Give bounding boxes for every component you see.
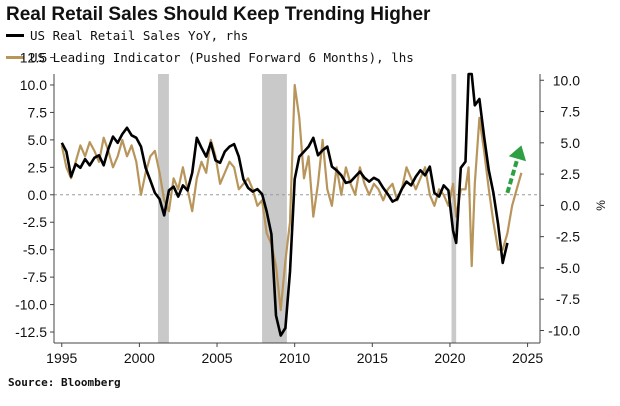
legend-label-leading: US Leading Indicator (Pushed Forward 6 M… bbox=[30, 50, 414, 65]
right-tick-label: 0.0 bbox=[561, 197, 581, 213]
left-tick-label: 10.0 bbox=[20, 77, 47, 93]
legend-label-retail: US Real Retail Sales YoY, rhs bbox=[30, 28, 249, 43]
x-tick-label: 2010 bbox=[279, 350, 310, 366]
left-tick-label: -10.0 bbox=[15, 297, 47, 313]
legend-swatch-retail bbox=[6, 34, 24, 37]
series-line-retail bbox=[60, 72, 509, 337]
left-tick-label: -7.5 bbox=[23, 269, 47, 285]
x-tick-label: 2025 bbox=[512, 350, 543, 366]
right-tick-label: 2.5 bbox=[561, 166, 581, 182]
source-note: Source: Bloomberg bbox=[8, 376, 121, 389]
recession-band-2 bbox=[451, 74, 457, 343]
right-tick-label: -5.0 bbox=[556, 260, 580, 276]
left-tick-label: 7.5 bbox=[28, 104, 48, 120]
legend-item-retail: US Real Retail Sales YoY, rhs bbox=[6, 28, 248, 43]
left-tick-label: 12.5 bbox=[20, 50, 47, 66]
right-tick-label: -2.5 bbox=[556, 229, 580, 245]
left-tick-label: 2.5 bbox=[28, 159, 48, 175]
legend-swatch-leading bbox=[6, 56, 24, 59]
left-tick-label: -2.5 bbox=[23, 214, 47, 230]
trend-arrow-head bbox=[508, 145, 527, 162]
legend-item-leading: US Leading Indicator (Pushed Forward 6 M… bbox=[6, 50, 414, 65]
right-tick-label: 7.5 bbox=[561, 104, 581, 120]
trend-arrow-shaft bbox=[505, 158, 520, 194]
x-tick-label: 2015 bbox=[357, 350, 388, 366]
x-tick-label: 2005 bbox=[201, 350, 232, 366]
right-tick-label: 10.0 bbox=[553, 72, 580, 88]
chart-title: Real Retail Sales Should Keep Trending H… bbox=[6, 4, 431, 25]
x-tick-label: 2000 bbox=[124, 350, 155, 366]
right-axis-unit: % bbox=[594, 200, 608, 211]
left-tick-label: -5.0 bbox=[23, 242, 47, 258]
left-tick-label: 5.0 bbox=[28, 132, 48, 148]
right-tick-label: -7.5 bbox=[556, 291, 580, 307]
right-tick-label: -10.0 bbox=[548, 322, 580, 338]
x-tick-label: 1995 bbox=[46, 350, 77, 366]
left-tick-label: 0.0 bbox=[28, 187, 48, 203]
right-tick-label: 5.0 bbox=[561, 135, 581, 151]
left-tick-label: -12.5 bbox=[15, 324, 47, 340]
x-tick-label: 2020 bbox=[434, 350, 465, 366]
